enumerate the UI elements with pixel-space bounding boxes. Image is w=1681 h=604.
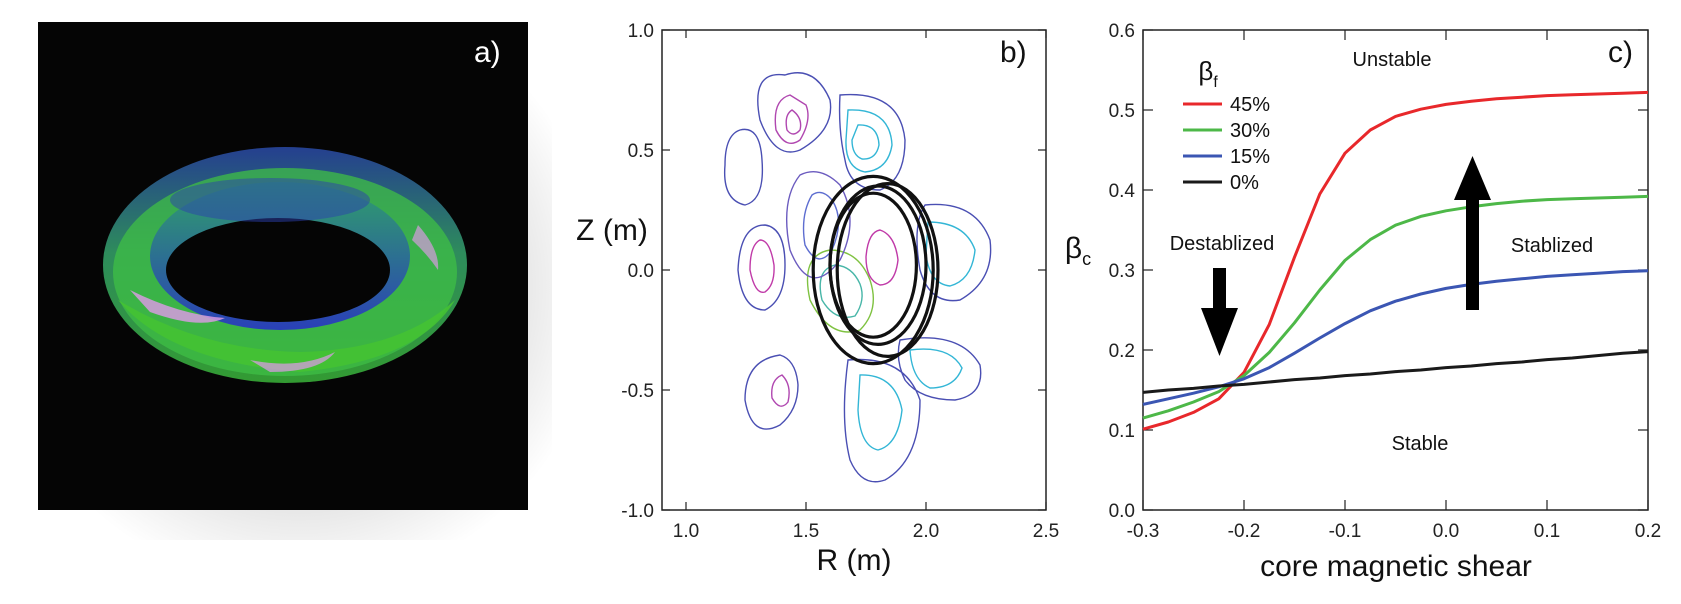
y-tick-label: 0.4 xyxy=(1109,181,1136,202)
x-tick-label: 2.5 xyxy=(1033,521,1059,542)
x-tick-label: -0.1 xyxy=(1329,521,1362,542)
x-tick-label: 1.5 xyxy=(793,521,819,542)
contour-line xyxy=(857,374,903,451)
flux-surface xyxy=(835,182,940,359)
panel-c: -0.3 -0.2 -0.1 0.0 0.1 0.2 0.6 0.5 0.4 0.3 0.2 0.1 0… xyxy=(1065,21,1661,583)
legend-title: βf xyxy=(1198,56,1218,91)
panel-b-ticks: 1.0 1.5 2.0 2.5 1.0 0.5 0.0 -0.5 -1.0 xyxy=(621,21,1059,542)
unstable-annotation: Unstable xyxy=(1353,49,1432,71)
contour-line xyxy=(744,354,799,430)
down-arrow-icon xyxy=(1201,268,1238,356)
y-tick-label: -1.0 xyxy=(621,501,654,522)
flux-surface xyxy=(828,191,919,339)
legend-label: 0% xyxy=(1230,172,1259,194)
panel-c-ticks: -0.3 -0.2 -0.1 0.0 0.1 0.2 0.6 0.5 0.4 0.3 0.2 0.1 0… xyxy=(1109,21,1662,542)
up-arrow-icon xyxy=(1454,156,1491,310)
panel-b-label: b) xyxy=(1000,36,1027,69)
stabilized-annotation: Stablized xyxy=(1511,235,1593,257)
y-tick-label: 0.3 xyxy=(1109,261,1135,282)
panel-c-x-axis-label: core magnetic shear xyxy=(1260,550,1532,583)
contour-line xyxy=(838,93,906,191)
y-tick-label: 1.0 xyxy=(628,21,654,42)
contour-line xyxy=(843,358,921,483)
contour-line xyxy=(749,239,775,294)
panel-a: a) xyxy=(38,22,552,540)
panel-c-label: c) xyxy=(1608,36,1633,69)
y-tick-label: 0.2 xyxy=(1109,341,1135,362)
panel-b: 1.0 1.5 2.0 2.5 1.0 0.5 0.0 -0.5 -1.0 xyxy=(576,21,1059,577)
x-tick-label: -0.3 xyxy=(1127,521,1160,542)
x-tick-label: 2.0 xyxy=(913,521,939,542)
torus-image xyxy=(103,147,467,383)
contour-line xyxy=(737,224,786,311)
contour-line xyxy=(819,264,863,318)
flux-surface xyxy=(828,184,928,347)
x-tick-label: 0.2 xyxy=(1635,521,1661,542)
panel-a-label: a) xyxy=(474,36,501,69)
legend-label: 30% xyxy=(1230,120,1270,142)
y-tick-label: 0.6 xyxy=(1109,21,1135,42)
y-tick-label: 0.5 xyxy=(628,141,654,162)
stable-annotation: Stable xyxy=(1392,433,1449,455)
x-tick-label: 0.0 xyxy=(1433,521,1459,542)
panel-c-y-axis-label: βc xyxy=(1065,232,1091,269)
y-tick-label: 0.0 xyxy=(1109,501,1135,522)
destabilized-annotation: Destablized xyxy=(1170,233,1275,255)
flux-surface xyxy=(811,174,935,366)
contour-line xyxy=(757,72,832,153)
x-tick-label: 0.1 xyxy=(1534,521,1560,542)
y-tick-label: -0.5 xyxy=(621,381,654,402)
contour-line xyxy=(897,337,982,401)
contour-line xyxy=(723,128,764,206)
contour-line xyxy=(916,203,992,302)
y-tick-label: 0.5 xyxy=(1109,101,1135,122)
panel-c-series xyxy=(1142,90,1649,431)
contour-line xyxy=(774,94,809,144)
panel-b-x-axis-label: R (m) xyxy=(817,544,892,577)
contour-line xyxy=(785,171,851,279)
contour-line xyxy=(785,109,802,135)
flux-surfaces xyxy=(811,174,940,366)
contour-line xyxy=(851,124,880,160)
panel-b-y-axis-label: Z (m) xyxy=(576,214,648,247)
contour-line xyxy=(845,109,893,173)
x-tick-label: 1.0 xyxy=(673,521,699,542)
contour-line xyxy=(806,249,874,333)
contour-line xyxy=(909,348,963,389)
contour-line xyxy=(865,229,899,286)
legend-label: 45% xyxy=(1230,94,1270,116)
series-line-0pct xyxy=(1142,350,1649,394)
legend-label: 15% xyxy=(1230,146,1270,168)
y-tick-label: 0.1 xyxy=(1109,421,1135,442)
series-line-45pct xyxy=(1142,90,1649,431)
contour-line xyxy=(771,374,790,407)
panel-b-frame xyxy=(661,29,1047,511)
x-tick-label: -0.2 xyxy=(1228,521,1261,542)
contour-plot xyxy=(723,72,992,483)
y-tick-label: 0.0 xyxy=(628,261,654,282)
legend: βf 45% 30% 15% 0% xyxy=(1183,56,1270,194)
